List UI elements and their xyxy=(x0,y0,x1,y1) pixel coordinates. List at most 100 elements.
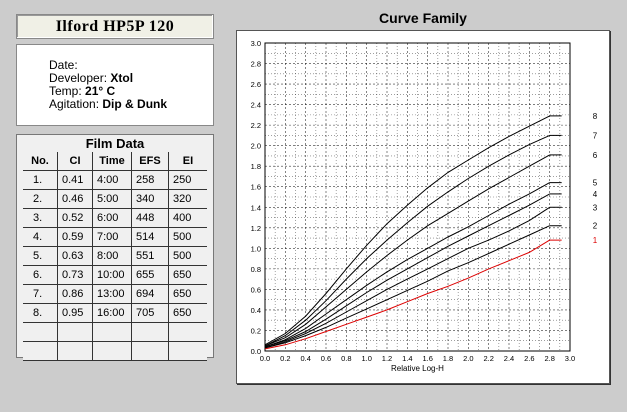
x-tick-label: 2.6 xyxy=(524,354,534,363)
x-tick-label: 1.4 xyxy=(402,354,412,363)
y-tick-label: 1.6 xyxy=(251,183,261,192)
cell-ci: 0.46 xyxy=(57,189,93,209)
cell-ei: 500 xyxy=(168,227,207,247)
agitation-value: Dip & Dunk xyxy=(102,97,168,111)
cell-ci: 0.63 xyxy=(57,246,93,266)
y-tick-label: 3.0 xyxy=(251,39,261,48)
cell-no: 4. xyxy=(23,227,58,247)
cell-ci xyxy=(57,341,93,361)
x-tick-label: 2.2 xyxy=(483,354,493,363)
y-tick-label: 1.8 xyxy=(251,162,261,171)
x-tick-label: 0.6 xyxy=(321,354,331,363)
cell-ei: 500 xyxy=(168,246,207,266)
cell-efs: 551 xyxy=(131,246,169,266)
y-tick-label: 1.4 xyxy=(251,203,261,212)
film-data-panel: Film Data No. CI Time EFS EI 1. 0.41 4:00 2… xyxy=(16,134,214,361)
cell-no: 6. xyxy=(23,265,58,285)
curve-line-2 xyxy=(264,225,550,349)
developer-label: Developer: xyxy=(49,71,108,85)
column-header-no: No. xyxy=(23,152,58,171)
y-tick-label: 0.6 xyxy=(251,285,261,294)
chart-title: Curve Family xyxy=(379,10,467,26)
cell-time: 7:00 xyxy=(92,227,132,247)
table-row[interactable]: 7. 0.86 13:00 694 650 xyxy=(23,284,207,304)
y-tick-label: 0.2 xyxy=(251,326,261,335)
date-row: Date: xyxy=(49,59,78,72)
cell-efs: 340 xyxy=(131,189,169,209)
cell-time: 16:00 xyxy=(92,303,132,323)
table-row[interactable]: 3. 0.52 6:00 448 400 xyxy=(23,208,207,228)
column-header-efs: EFS xyxy=(131,152,169,171)
table-row[interactable]: 6. 0.73 10:00 655 650 xyxy=(23,265,207,285)
cell-time: 5:00 xyxy=(92,189,132,209)
y-tick-label: 2.0 xyxy=(251,142,261,151)
y-tick-label: 0.4 xyxy=(251,306,261,315)
temp-row: Temp: 21° C xyxy=(49,85,115,98)
y-tick-label: 2.2 xyxy=(251,121,261,130)
y-tick-label: 2.6 xyxy=(251,80,261,89)
date-label: Date: xyxy=(49,58,78,72)
cell-ei: 400 xyxy=(168,208,207,228)
agitation-label: Agitation: xyxy=(49,97,100,111)
cell-no: 7. xyxy=(23,284,58,304)
x-tick-label: 0.2 xyxy=(280,354,290,363)
x-tick-label: 1.8 xyxy=(443,354,453,363)
cell-time: 13:00 xyxy=(92,284,132,304)
cell-ci: 0.41 xyxy=(57,170,93,190)
cell-efs xyxy=(131,341,169,361)
cell-no: 5. xyxy=(23,246,58,266)
cell-efs: 694 xyxy=(131,284,169,304)
agitation-row: Agitation: Dip & Dunk xyxy=(49,98,167,111)
curve-line-1 xyxy=(264,239,550,350)
cell-ei: 250 xyxy=(168,170,207,190)
temp-label: Temp: xyxy=(49,84,82,98)
x-tick-label: 0.8 xyxy=(341,354,351,363)
table-row[interactable] xyxy=(23,322,207,342)
x-axis-label: Relative Log-H xyxy=(391,364,444,373)
cell-no: 2. xyxy=(23,189,58,209)
y-tick-label: 2.4 xyxy=(251,101,261,110)
curve-line-3 xyxy=(264,206,550,349)
x-tick-label: 1.6 xyxy=(422,354,432,363)
cell-no xyxy=(23,341,58,361)
cell-efs xyxy=(131,322,169,342)
table-row[interactable]: 5. 0.63 8:00 551 500 xyxy=(23,246,207,266)
table-row[interactable]: 2. 0.46 5:00 340 320 xyxy=(23,189,207,209)
cell-ci: 0.59 xyxy=(57,227,93,247)
x-tick-label: 1.2 xyxy=(382,354,392,363)
curve-label-1: 1 xyxy=(593,236,598,245)
y-tick-label: 1.0 xyxy=(251,244,261,253)
cell-time: 10:00 xyxy=(92,265,132,285)
chart-panel: 0.0 0.2 0.4 0.6 0.8 1.0 1.2 1.4 1.6 1.8 2.0 2.2 2.4 2… xyxy=(236,30,610,384)
table-row[interactable]: 1. 0.41 4:00 258 250 xyxy=(23,170,207,190)
curve-line-4 xyxy=(264,193,550,348)
cell-time: 8:00 xyxy=(92,246,132,266)
table-row[interactable]: 8. 0.95 16:00 705 650 xyxy=(23,303,207,323)
curve-line-8 xyxy=(264,115,550,346)
curve-label-3: 3 xyxy=(593,203,598,212)
y-tick-label: 0.0 xyxy=(251,347,261,356)
y-tick-label: 1.2 xyxy=(251,224,261,233)
cell-no: 3. xyxy=(23,208,58,228)
column-header-ei: EI xyxy=(168,152,207,171)
column-header-ci: CI xyxy=(57,152,93,171)
curve-line-6 xyxy=(264,154,550,347)
curve-label-7: 7 xyxy=(593,131,598,140)
cell-ei xyxy=(168,322,207,342)
date-field[interactable] xyxy=(101,57,163,71)
cell-ci xyxy=(57,322,93,342)
curve-family-chart: 0.0 0.2 0.4 0.6 0.8 1.0 1.2 1.4 1.6 1.8 2.0 2.2 2.4 2… xyxy=(251,39,598,373)
curve-label-4: 4 xyxy=(593,190,598,199)
development-info-panel: Date: Developer: Xtol Temp: 21° C Agitat… xyxy=(16,44,214,126)
film-name: Ilford HP5P 120 xyxy=(55,18,175,35)
cell-time xyxy=(92,322,132,342)
curve-label-8: 8 xyxy=(593,112,598,121)
table-row[interactable] xyxy=(23,341,207,361)
cell-time: 4:00 xyxy=(92,170,132,190)
cell-no: 8. xyxy=(23,303,58,323)
cell-ei: 320 xyxy=(168,189,207,209)
plot-area-border xyxy=(264,42,571,352)
table-row[interactable]: 4. 0.59 7:00 514 500 xyxy=(23,227,207,247)
film-data-table: No. CI Time EFS EI 1. 0.41 4:00 258 250 2. 0.4… xyxy=(23,152,207,361)
developer-row: Developer: Xtol xyxy=(49,72,133,85)
